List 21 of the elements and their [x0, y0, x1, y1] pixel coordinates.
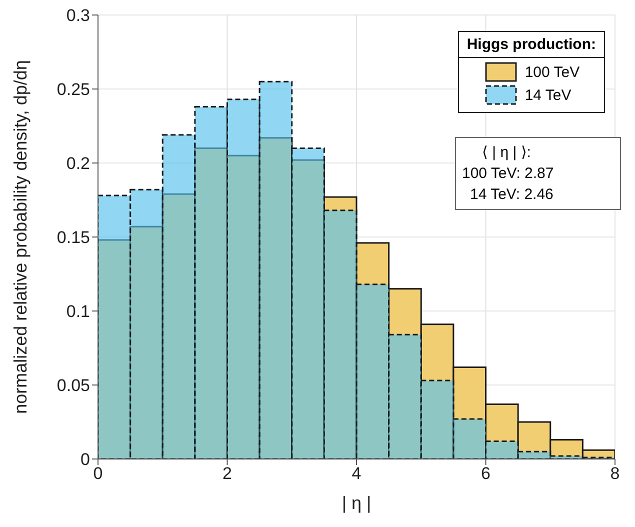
annotation: 100 TeV: 2.87: [462, 164, 555, 184]
legend-label: 14 TeV: [524, 86, 572, 104]
x-tick-label: 4: [352, 464, 362, 484]
x-tick-label: 8: [610, 464, 620, 484]
y-tick-label: 0.2: [66, 154, 90, 174]
x-tick-label: 2: [222, 464, 232, 484]
x-tick-label: 0: [93, 464, 103, 484]
annotation: ⟨ | η | ⟩:: [481, 143, 532, 163]
legend-title: Higgs production:: [458, 36, 604, 58]
y-tick-label: 0.1: [66, 302, 90, 322]
annotation: 14 TeV: 2.46: [469, 185, 554, 205]
x-axis-title: | η |: [342, 493, 372, 513]
legend-label: 100 TeV: [524, 64, 580, 80]
x-tick-label: 6: [481, 464, 490, 484]
y-tick-label: 0.05: [56, 376, 90, 396]
y-tick-label: 0.15: [56, 228, 90, 248]
y-axis-title: normalized relative probability density, dp/dη: [10, 60, 30, 414]
y-tick-label: 0.3: [66, 6, 90, 26]
y-tick-label: 0.25: [56, 80, 90, 100]
note-box: ⟨ | η | ⟩: 100 TeV: 2.87 14 TeV: 2.46: [455, 137, 621, 210]
y-tick-label: 0: [80, 450, 90, 470]
